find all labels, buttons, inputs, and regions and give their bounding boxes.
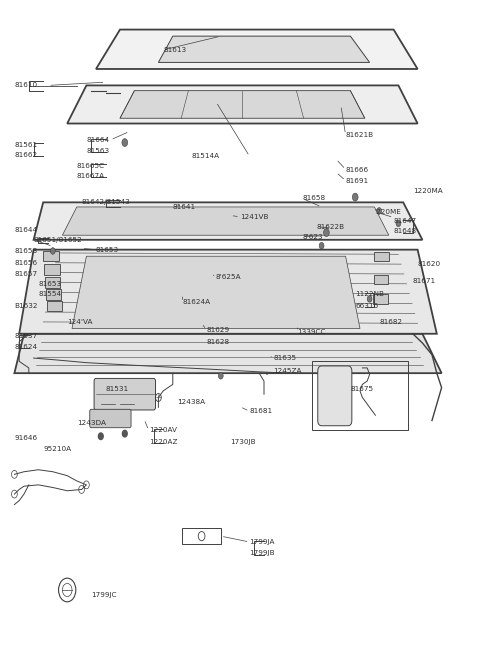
Text: 81675: 81675: [350, 386, 373, 392]
Text: 81691: 81691: [346, 177, 369, 184]
Polygon shape: [62, 207, 389, 235]
Circle shape: [122, 430, 127, 437]
Text: 1339CC: 1339CC: [298, 328, 326, 335]
Text: 81624A: 81624A: [182, 299, 211, 306]
Text: 1799JC: 1799JC: [91, 591, 117, 598]
Polygon shape: [96, 30, 418, 69]
FancyBboxPatch shape: [90, 409, 131, 428]
Circle shape: [324, 229, 329, 237]
Text: 81653: 81653: [38, 281, 61, 287]
Text: 81622B: 81622B: [317, 223, 345, 230]
Text: 1220MA: 1220MA: [413, 187, 443, 194]
Text: 1122NB: 1122NB: [355, 291, 384, 298]
Text: 81657: 81657: [14, 271, 37, 277]
Text: 81658: 81658: [302, 195, 325, 202]
Text: 81681: 81681: [250, 408, 273, 415]
Text: 1220AV: 1220AV: [149, 427, 177, 434]
Text: 95210A: 95210A: [43, 446, 72, 453]
Text: 1799JA: 1799JA: [250, 539, 275, 545]
Text: 124'VA: 124'VA: [67, 319, 93, 325]
Text: 81653: 81653: [96, 246, 119, 253]
Text: 81648: 81648: [394, 228, 417, 235]
Text: 81554: 81554: [38, 291, 61, 298]
Text: 91646: 91646: [14, 434, 37, 441]
Text: 81667A: 81667A: [77, 173, 105, 179]
Polygon shape: [19, 250, 437, 334]
Text: 81647: 81647: [394, 218, 417, 225]
Text: 81658: 81658: [14, 248, 37, 254]
Text: 81642/81543: 81642/81543: [82, 199, 131, 206]
Text: 81656: 81656: [14, 260, 37, 266]
Text: 81664: 81664: [86, 137, 109, 143]
Text: 8'625A: 8'625A: [216, 274, 241, 281]
Text: 1730JB: 1730JB: [230, 438, 256, 445]
Text: '220ME: '220ME: [374, 208, 401, 215]
Text: 81651/81652: 81651/81652: [34, 237, 83, 243]
Text: 81621B: 81621B: [346, 131, 374, 138]
Text: 81671: 81671: [413, 278, 436, 284]
Text: 81637: 81637: [14, 333, 37, 340]
Text: 81628: 81628: [206, 338, 229, 345]
Text: 1799JB: 1799JB: [250, 550, 275, 556]
Text: 81613: 81613: [163, 47, 186, 53]
Text: 81635: 81635: [274, 355, 297, 361]
Bar: [47, 301, 62, 311]
Circle shape: [122, 139, 128, 147]
Text: 1245ZA: 1245ZA: [274, 368, 302, 374]
Text: 81641: 81641: [173, 204, 196, 210]
Bar: [312, 361, 408, 430]
Bar: [43, 251, 59, 261]
Text: 81620: 81620: [418, 261, 441, 267]
Polygon shape: [72, 256, 360, 328]
Circle shape: [377, 208, 382, 214]
Bar: [44, 264, 60, 275]
Text: 81514A: 81514A: [192, 153, 220, 160]
FancyBboxPatch shape: [94, 378, 156, 410]
Text: 81561: 81561: [14, 141, 37, 148]
Bar: [46, 289, 61, 300]
Text: 81624: 81624: [14, 344, 37, 350]
Text: 8'623: 8'623: [302, 233, 323, 240]
Text: 66316: 66316: [355, 302, 378, 309]
Text: 81563: 81563: [86, 148, 109, 154]
Circle shape: [98, 433, 103, 440]
Polygon shape: [67, 85, 418, 124]
Text: 81629: 81629: [206, 327, 229, 333]
Text: 81644: 81644: [14, 227, 37, 233]
Circle shape: [50, 248, 55, 254]
Text: 81682: 81682: [379, 319, 402, 325]
Text: B1632: B1632: [14, 302, 38, 309]
Bar: [374, 252, 389, 261]
Text: 81666: 81666: [346, 166, 369, 173]
Text: 1220AZ: 1220AZ: [149, 438, 177, 445]
Text: 1243DA: 1243DA: [77, 420, 106, 426]
Bar: [374, 275, 388, 284]
Circle shape: [367, 296, 372, 302]
Text: 81610: 81610: [14, 82, 37, 89]
FancyBboxPatch shape: [318, 366, 352, 426]
Text: 81665C: 81665C: [77, 162, 105, 169]
Bar: [373, 294, 388, 304]
Circle shape: [396, 220, 401, 227]
Polygon shape: [158, 36, 370, 62]
Text: 81531: 81531: [106, 386, 129, 392]
Polygon shape: [14, 334, 442, 373]
Bar: [182, 528, 221, 544]
Text: 12438A: 12438A: [178, 399, 206, 405]
Circle shape: [352, 193, 358, 201]
Text: 1241VB: 1241VB: [240, 214, 268, 220]
Circle shape: [218, 373, 223, 379]
Circle shape: [319, 242, 324, 249]
Polygon shape: [120, 91, 365, 118]
Polygon shape: [34, 202, 422, 240]
Bar: [45, 277, 60, 288]
Text: 81662: 81662: [14, 152, 37, 158]
